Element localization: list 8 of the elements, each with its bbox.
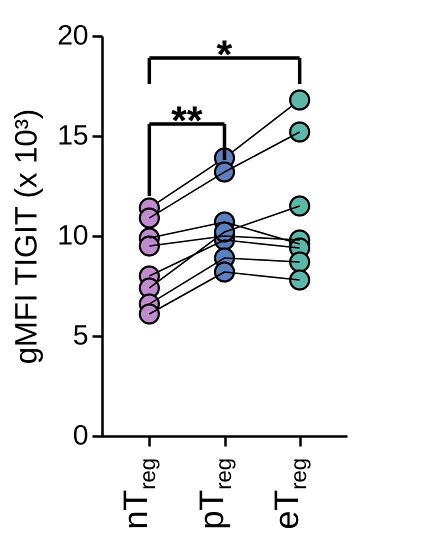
y-tick-label: 5: [72, 320, 88, 350]
annotation: *: [216, 33, 233, 77]
y-tick-label: 0: [72, 420, 88, 450]
y-tick-label: 10: [57, 220, 88, 250]
annotation: **: [171, 99, 203, 143]
y-axis-title: gMFI TIGIT (x 10³): [8, 108, 44, 364]
y-tick-label: 15: [57, 120, 88, 150]
y-tick-label: 20: [57, 20, 88, 50]
